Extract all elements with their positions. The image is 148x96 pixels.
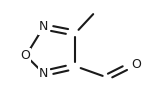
Text: O: O <box>131 58 141 71</box>
Text: N: N <box>39 67 48 80</box>
Text: O: O <box>20 49 30 62</box>
Text: N: N <box>39 20 48 33</box>
